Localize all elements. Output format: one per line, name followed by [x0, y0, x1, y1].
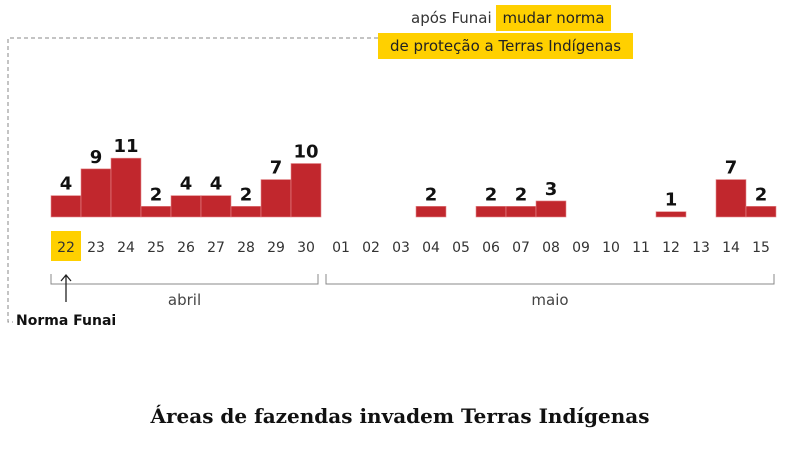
tick-label: 27 [207, 240, 225, 256]
tick-label: 10 [602, 240, 620, 256]
bar [290, 163, 322, 218]
tick-label: 26 [177, 240, 195, 256]
data-label: 1 [665, 190, 678, 211]
tick-label: 23 [87, 240, 105, 256]
tick-label: 14 [722, 240, 740, 256]
data-label: 2 [485, 184, 498, 205]
data-label: 9 [90, 147, 103, 168]
data-label: 2 [515, 184, 528, 205]
annotation-connector [7, 37, 378, 323]
group-label: abril [168, 291, 201, 309]
tick-label: 05 [452, 240, 470, 256]
bar [475, 206, 507, 218]
bar [655, 211, 687, 218]
tick-label: 03 [392, 240, 410, 256]
data-label: 2 [150, 184, 163, 205]
tick-label: 30 [297, 240, 315, 256]
data-label: 7 [270, 158, 283, 179]
bar [170, 195, 202, 218]
tick-label: 06 [482, 240, 500, 256]
tick-label: 15 [752, 240, 770, 256]
tick-label: 11 [632, 240, 650, 256]
group-bracket [50, 274, 319, 285]
bar [260, 179, 292, 218]
bar [110, 157, 142, 218]
data-label: 3 [545, 179, 558, 200]
tick-label: 04 [422, 240, 440, 256]
bar [415, 206, 447, 218]
annotation-highlight-1: mudar norma [496, 5, 611, 31]
tick-label: 25 [147, 240, 165, 256]
bar [745, 206, 777, 218]
group-label: maio [531, 291, 568, 309]
data-label: 4 [60, 174, 73, 195]
annotation-highlight-2: de proteção a Terras Indígenas [378, 33, 634, 59]
bar [50, 195, 82, 218]
tick-label: 08 [542, 240, 560, 256]
data-label: 10 [293, 142, 318, 163]
data-label: 4 [210, 174, 223, 195]
annotation-plain: após Funai [411, 9, 492, 27]
tick-label: 24 [117, 240, 135, 256]
bar [715, 179, 747, 218]
tick-label: 22 [57, 240, 75, 256]
tick-label: 28 [237, 240, 255, 256]
tick-label: 29 [267, 240, 285, 256]
annotation-line1: após Funai mudar norma [411, 5, 611, 31]
bar [535, 200, 567, 218]
bar [200, 195, 232, 218]
highlight-box [51, 231, 81, 261]
norma-funai-label: Norma Funai [16, 313, 117, 329]
tick-label: 12 [662, 240, 680, 256]
bar [140, 206, 172, 218]
data-label: 4 [180, 174, 193, 195]
data-label: 2 [240, 184, 253, 205]
data-label: 11 [113, 136, 138, 157]
data-label: 2 [755, 184, 768, 205]
bar [230, 206, 262, 218]
data-label: 2 [425, 184, 438, 205]
arrow-up-icon [60, 273, 72, 302]
tick-label: 02 [362, 240, 380, 256]
bar [80, 168, 112, 218]
group-bracket [325, 274, 775, 285]
chart-title: Áreas de fazendas invadem Terras Indígen… [150, 404, 650, 428]
data-label: 7 [725, 158, 738, 179]
tick-label: 07 [512, 240, 530, 256]
tick-label: 13 [692, 240, 710, 256]
tick-label: 01 [332, 240, 350, 256]
tick-label: 09 [572, 240, 590, 256]
bar [505, 206, 537, 218]
